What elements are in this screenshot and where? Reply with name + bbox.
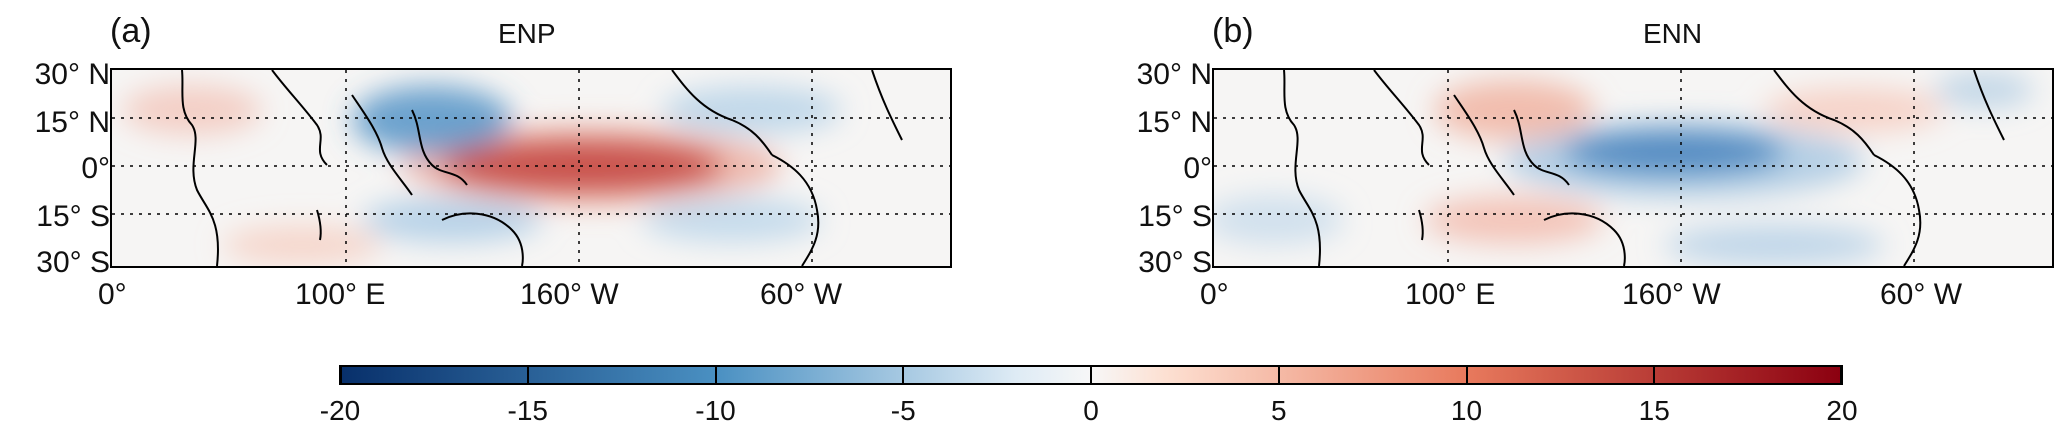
positive-anomaly-ne (1764, 88, 1944, 132)
colorbar-tick-label: -15 (507, 395, 548, 426)
gridlines (112, 70, 950, 266)
negative-anomaly-halo (1504, 122, 1864, 198)
coastlines (181, 70, 903, 266)
panel-a-map (110, 68, 952, 268)
panel-b-lon-60w: 60° W (1880, 278, 1963, 311)
panel-a-lon-60w: 60° W (760, 278, 843, 311)
gridlines (1214, 70, 2052, 266)
negative-anomaly-sw (362, 198, 542, 242)
panel-b-map (1212, 68, 2054, 268)
panel-a-lat-0: 0° (81, 152, 110, 185)
colorbar-tick-label: -5 (890, 395, 916, 426)
negative-anomaly-nw (352, 86, 512, 154)
colorbar-tick-label: 5 (1270, 395, 1287, 426)
panel-a-title: ENP (498, 18, 556, 49)
colorbar-tick-mark (714, 365, 717, 385)
negative-anomaly-west (1214, 195, 1344, 245)
panel-a-lon-0: 0° (98, 278, 127, 311)
panel-b-lat-30n: 30° N (1136, 58, 1212, 91)
panel-a-lon-160w: 160° W (520, 278, 619, 311)
positive-anomaly-sw (222, 225, 382, 265)
panel-b-lon-100e: 100° E (1405, 278, 1496, 311)
colorbar-tick-mark (902, 365, 905, 385)
panel-a-lat-30s: 30° S (36, 246, 110, 279)
colorbar-tick-mark (1090, 365, 1092, 385)
colorbar-tick-mark (1277, 365, 1280, 385)
panel-a-lon-100e: 100° E (295, 278, 386, 311)
positive-anomaly-sw (1424, 196, 1604, 244)
colorbar-tick-mark (1841, 365, 1843, 385)
colorbar-tick-label: 15 (1638, 395, 1670, 426)
negative-anomaly-east (1934, 72, 2034, 108)
colorbar-tick-mark (1465, 365, 1468, 385)
negative-anomaly-ne (662, 86, 842, 134)
panel-a-lat-30n: 30° N (34, 58, 110, 91)
colorbar-tick-label: -20 (319, 395, 361, 426)
negative-anomaly-se (1664, 225, 1884, 265)
panel-b-label: (b) (1212, 12, 1254, 50)
panel-b-title: ENN (1643, 18, 1703, 49)
panel-b-lon-0: 0° (1200, 278, 1229, 311)
panel-b-lon-160w: 160° W (1622, 278, 1721, 311)
colorbar-tick-label: 10 (1450, 395, 1483, 426)
coastlines (1283, 70, 2005, 266)
panel-a-label: (a) (110, 12, 152, 50)
positive-anomaly-west (122, 85, 262, 135)
panel-b-lat-15s: 15° S (1138, 200, 1212, 233)
colorbar-tick-mark (1653, 365, 1656, 385)
panel-b-lat-30s: 30° S (1138, 246, 1212, 279)
panel-a-lat-15n: 15° N (34, 106, 110, 139)
panel-b-lat-0: 0° (1183, 152, 1212, 185)
colorbar-tick-label: 0 (1083, 395, 1099, 426)
colorbar-tick-label: 20 (1826, 395, 1858, 426)
panel-b-lat-15n: 15° N (1136, 106, 1212, 139)
panel-a-lat-15s: 15° S (36, 200, 110, 233)
negative-anomaly-se (642, 198, 822, 242)
colorbar-tick-mark (339, 365, 341, 385)
colorbar-tick-label: -10 (695, 395, 736, 426)
colorbar-tick-mark (526, 365, 529, 385)
